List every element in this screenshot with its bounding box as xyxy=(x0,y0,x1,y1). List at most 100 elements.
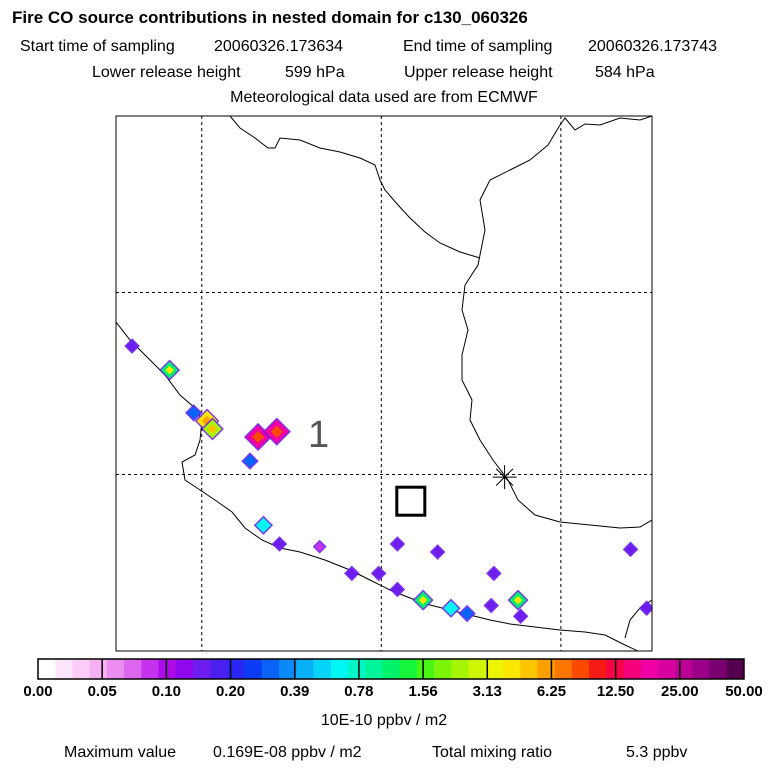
colorbar-tick-label: 50.00 xyxy=(725,683,763,700)
map-panel: 1 xyxy=(115,115,653,652)
concentration-hotspot xyxy=(159,359,181,381)
colorbar-swatch xyxy=(89,659,108,679)
colorbar-swatch xyxy=(571,659,590,679)
colorbar-swatch xyxy=(434,659,452,679)
concentration-hotspot xyxy=(370,565,387,582)
colorbar-tick-labels: 0.00 0.05 0.10 0.20 0.39 0.78 1.56 3.13 6.25 12.5… xyxy=(23,683,762,700)
colorbar-tick-label: 0.78 xyxy=(344,683,373,700)
colorbar-swatch xyxy=(709,659,728,679)
colorbar-swatch xyxy=(210,659,228,679)
colorbar-swatch xyxy=(416,659,435,679)
colorbar-unit: 10E-10 ppbv / m2 xyxy=(321,712,447,729)
colorbar xyxy=(37,658,745,680)
colorbar-swatch xyxy=(520,659,538,679)
colorbar-swatch xyxy=(657,659,676,679)
colorbar-swatch xyxy=(382,659,401,679)
receptor-box xyxy=(395,485,427,517)
colorbar-swatch xyxy=(692,659,711,679)
colorbar-tick-label: 0.00 xyxy=(23,683,52,700)
colorbar-tick-label: 6.25 xyxy=(537,683,566,700)
map-frame xyxy=(115,115,653,652)
lat-lon-gridlines xyxy=(116,116,652,651)
release-star-stroke xyxy=(495,468,514,486)
colorbar-swatch xyxy=(365,659,383,679)
end-time-label: End time of sampling xyxy=(403,38,552,55)
concentration-hotspot xyxy=(262,417,291,446)
concentration-hotspot xyxy=(389,581,406,598)
colorbar-swatch xyxy=(106,659,125,679)
colorbar-swatch xyxy=(175,659,194,679)
met-data-line: Meteorological data used are from ECMWF xyxy=(230,89,538,106)
max-value: 0.169E-08 ppbv / m2 xyxy=(213,744,362,761)
total-mixing-label: Total mixing ratio xyxy=(432,744,552,761)
colorbar-swatch xyxy=(675,659,693,679)
colorbar-swatch xyxy=(537,659,556,679)
colorbar-swatch xyxy=(485,659,504,679)
map-number-label: 1 xyxy=(308,414,329,456)
concentration-hotspot xyxy=(253,515,273,535)
concentration-hotspot xyxy=(458,604,476,623)
concentration-hotspot xyxy=(638,600,652,616)
concentration-hotspot xyxy=(441,598,461,618)
colorbar-tick-label: 1.56 xyxy=(408,683,437,700)
colorbar-swatch xyxy=(468,659,487,679)
concentration-hotspot xyxy=(429,544,446,560)
colorbar-swatch xyxy=(279,659,297,679)
concentration-hotspot xyxy=(507,589,529,611)
lower-height-label: Lower release height xyxy=(92,64,241,81)
upper-height-value: 584 hPa xyxy=(595,64,655,81)
colorbar-swatch xyxy=(502,659,521,679)
colorbar-tick-label: 0.39 xyxy=(280,683,309,700)
colorbar-tick-label: 3.13 xyxy=(473,683,502,700)
concentration-hotspot xyxy=(412,589,434,611)
total-mixing-value: 5.3 ppbv xyxy=(626,744,687,761)
colorbar-swatch xyxy=(347,659,366,679)
concentration-field xyxy=(124,338,652,625)
concentration-hotspot xyxy=(344,565,360,582)
colorbar-swatch xyxy=(38,659,56,679)
colorbar-frame xyxy=(37,658,745,680)
colorbar-swatch xyxy=(141,659,160,679)
concentration-hotspot xyxy=(486,565,502,582)
start-time-label: Start time of sampling xyxy=(20,38,175,55)
concentration-hotspot xyxy=(512,608,529,625)
max-value-label: Maximum value xyxy=(64,744,176,761)
colorbar-swatch xyxy=(227,659,246,679)
concentration-hotspot xyxy=(124,338,140,354)
coastline-pacific xyxy=(116,321,640,651)
concentration-hotspot xyxy=(201,417,224,441)
colorbar-swatch xyxy=(640,659,659,679)
colorbar-tick-label: 25.00 xyxy=(661,683,699,700)
colorbar-swatch xyxy=(192,659,211,679)
concentration-hotspot xyxy=(389,536,406,552)
receptor-square xyxy=(395,485,427,517)
upper-height-label: Upper release height xyxy=(404,64,553,81)
colorbar-swatch xyxy=(313,659,332,679)
concentration-hotspot xyxy=(483,597,499,614)
concentration-hotspot xyxy=(185,404,203,422)
lower-height-value: 599 hPa xyxy=(285,64,345,81)
colorbar-tick-label: 12.50 xyxy=(597,683,635,700)
concentration-hotspot xyxy=(271,536,288,552)
colorbar-swatch xyxy=(261,659,280,679)
colorbar-swatch xyxy=(554,659,573,679)
colorbar-swatch xyxy=(296,659,315,679)
colorbar-swatch xyxy=(158,659,177,679)
release-point-marker xyxy=(492,465,517,490)
colorbar-swatch xyxy=(726,659,745,679)
end-time-value: 20060326.173743 xyxy=(588,38,717,55)
colorbar-swatch xyxy=(330,659,349,679)
colorbar-swatch xyxy=(399,659,418,679)
coastline-gulf xyxy=(461,116,652,529)
colorbar-swatch xyxy=(72,659,91,679)
colorbar-swatch xyxy=(451,659,469,679)
colorbar-tick-label: 0.20 xyxy=(216,683,245,700)
chart-title: Fire CO source contributions in nested d… xyxy=(12,8,528,27)
colorbar-swatch xyxy=(124,659,142,679)
colorbar-swatch xyxy=(244,659,263,679)
colorbar-swatch xyxy=(589,659,607,679)
colorbar-swatch xyxy=(623,659,642,679)
concentration-hotspot xyxy=(241,452,259,470)
concentration-hotspot xyxy=(312,539,327,554)
